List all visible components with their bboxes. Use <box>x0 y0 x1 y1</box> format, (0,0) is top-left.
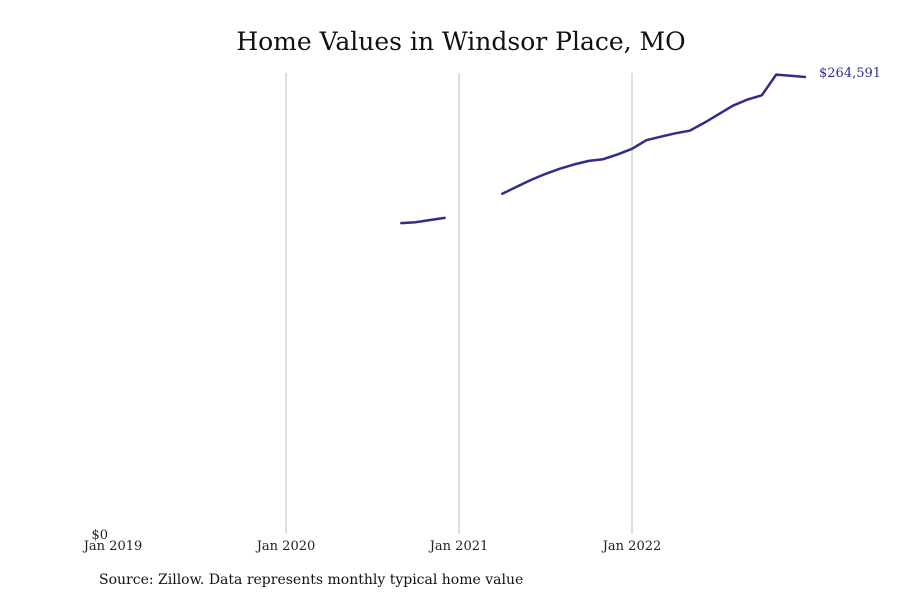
axis-ticks: Jan 2019 Jan 2020 Jan 2021 Jan 2022 $0 <box>82 528 662 554</box>
series-line-segment-2 <box>501 73 807 195</box>
series-lines <box>400 73 807 225</box>
gridlines <box>285 73 633 534</box>
x-tick-label: Jan 2021 <box>428 539 489 554</box>
source-note: Source: Zillow. Data represents monthly … <box>99 572 524 588</box>
y-tick-label: $0 <box>91 528 108 543</box>
series-line-segment-1 <box>400 216 446 225</box>
x-tick-label: Jan 2020 <box>255 539 316 554</box>
x-tick-label: Jan 2022 <box>601 539 662 554</box>
x-tick-label: Jan 2019 <box>82 539 143 554</box>
end-value-label: $264,591 <box>819 66 881 81</box>
chart-title: Home Values in Windsor Place, MO <box>236 27 686 56</box>
